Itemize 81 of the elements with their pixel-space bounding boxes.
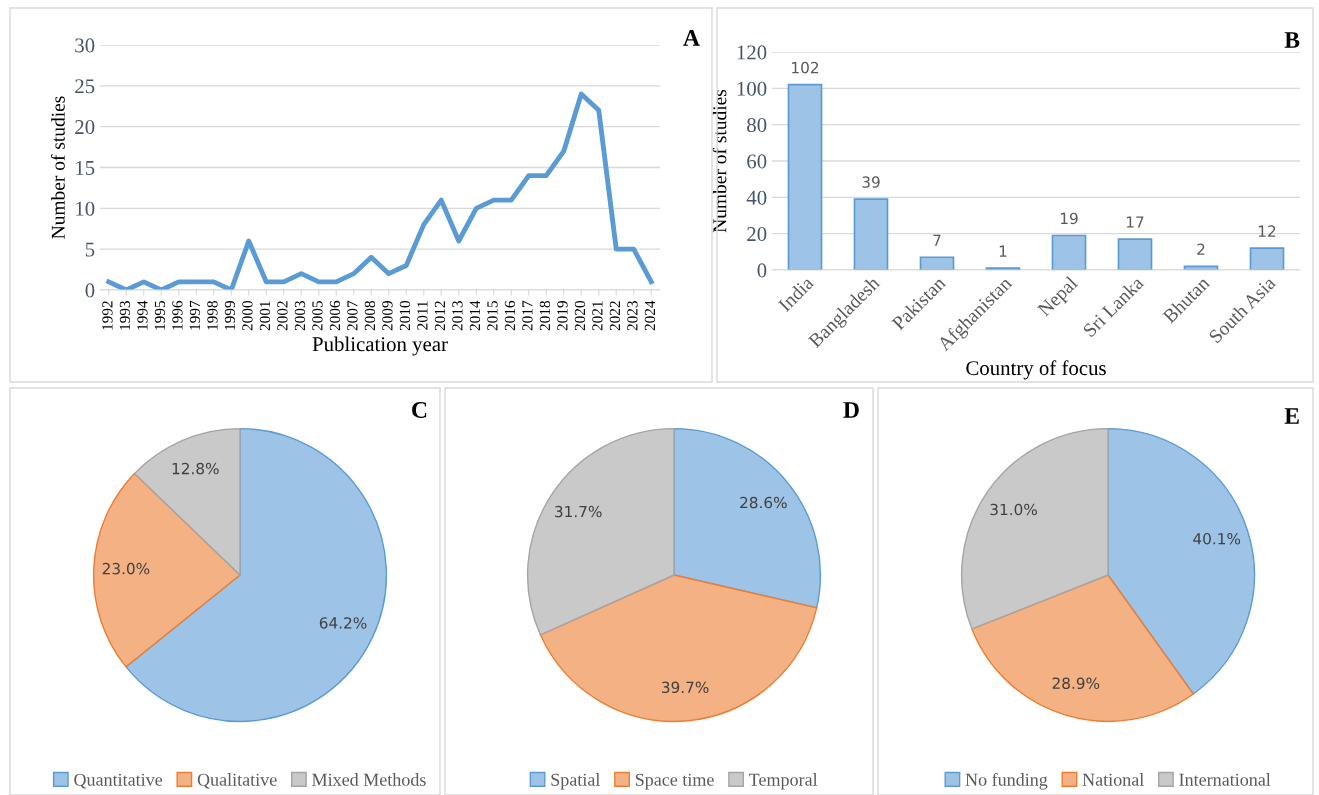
data-label: 39 <box>862 176 880 188</box>
x-axis-title: Country of focus <box>966 360 1106 380</box>
x-tick-label: 2005 <box>312 301 323 331</box>
y-tick-label: 10 <box>76 201 95 216</box>
data-label: 2 <box>1197 243 1205 255</box>
data-label: 64.2% <box>319 617 367 629</box>
x-tick-label: 1993 <box>119 301 131 330</box>
data-label: 19 <box>1060 212 1078 225</box>
legend-label: Spatial <box>551 773 601 790</box>
x-tick-label: 2017 <box>522 300 533 331</box>
x-tick-label: 2015 <box>487 301 498 331</box>
x-tick-label: 2010 <box>399 301 411 331</box>
data-label: 28.6% <box>740 496 787 509</box>
x-tick-label: 1998 <box>207 301 218 330</box>
data-label: 28.9% <box>1052 677 1100 689</box>
x-tick-label: 1994 <box>137 300 148 330</box>
x-tick-label: 2013 <box>452 301 463 331</box>
y-tick-label: 60 <box>747 154 767 169</box>
x-tick-label: 2011 <box>417 301 428 330</box>
legend-label: International <box>1179 773 1271 786</box>
data-label: 1 <box>999 245 1007 257</box>
x-tick-label: 2021 <box>592 301 603 331</box>
x-tick-label: 2009 <box>382 301 393 331</box>
data-label: 12 <box>1258 225 1276 237</box>
x-tick-label: 2023 <box>627 301 638 331</box>
x-tick-label: 2024 <box>644 300 656 331</box>
x-axis-title: Publication year <box>312 336 448 356</box>
y-tick-label: 0 <box>757 263 767 278</box>
y-tick-label: 25 <box>75 79 95 94</box>
x-tick-label: 1996 <box>172 300 183 330</box>
x-tick-label: 2014 <box>469 300 481 331</box>
legend-label: No funding <box>965 772 1048 790</box>
legend-label: National <box>1082 773 1144 786</box>
x-tick-label: 2016 <box>504 300 516 331</box>
x-tick-label: 2002 <box>277 301 288 331</box>
y-tick-label: 120 <box>737 45 767 60</box>
y-tick-label: 30 <box>75 38 95 53</box>
data-label: 31.7% <box>555 505 602 518</box>
data-label: 17 <box>1126 216 1144 228</box>
x-tick-label: 1995 <box>154 301 166 330</box>
x-tick-label: 2006 <box>329 300 341 331</box>
text: D <box>843 402 859 418</box>
y-tick-label: 20 <box>75 120 95 135</box>
data-label: 40.1% <box>1193 532 1241 545</box>
y-tick-label: 0 <box>85 283 95 298</box>
data-label: 39.7% <box>662 681 709 694</box>
data-label: 31.0% <box>990 503 1037 516</box>
x-tick-label: 2001 <box>259 301 271 331</box>
x-tick-label: 1997 <box>189 300 201 330</box>
y-tick-label: 15 <box>76 160 95 175</box>
legend-label: Temporal <box>749 773 818 790</box>
x-tick-label: 2018 <box>539 301 551 331</box>
y-tick-label: 40 <box>746 190 767 205</box>
data-label: 102 <box>792 61 819 74</box>
x-tick-label: 2019 <box>557 301 568 331</box>
x-tick-label: 1992 <box>102 301 113 330</box>
legend-label: Space time <box>635 773 714 790</box>
x-tick-label: 2022 <box>609 301 621 331</box>
y-tick-label: 80 <box>747 118 767 133</box>
text: B <box>1284 32 1300 48</box>
x-tick-label: 2020 <box>574 301 586 331</box>
x-tick-label: 2003 <box>294 301 306 331</box>
data-label: 12.8% <box>172 462 219 475</box>
data-label: 23.0% <box>102 562 150 575</box>
y-axis-title: Number of studies <box>50 96 65 239</box>
legend-label: Mixed Methods <box>312 773 426 786</box>
y-tick-label: 100 <box>737 81 767 96</box>
x-tick-label: 2012 <box>434 301 446 331</box>
y-axis-title: Number of studies <box>712 89 727 233</box>
x-tick-label: 2000 <box>242 301 253 331</box>
legend-label: Qualitative <box>197 773 277 789</box>
x-tick-label: 1999 <box>224 301 236 330</box>
y-tick-label: 20 <box>747 227 767 242</box>
text: A <box>683 30 700 46</box>
text: C <box>412 402 427 418</box>
x-tick-label: 2007 <box>347 300 358 331</box>
data-label: 7 <box>933 234 941 246</box>
text: E <box>1284 408 1299 424</box>
x-tick-label: 2008 <box>364 301 376 331</box>
y-tick-label: 5 <box>85 242 95 257</box>
legend-label: Quantitative <box>74 773 163 789</box>
